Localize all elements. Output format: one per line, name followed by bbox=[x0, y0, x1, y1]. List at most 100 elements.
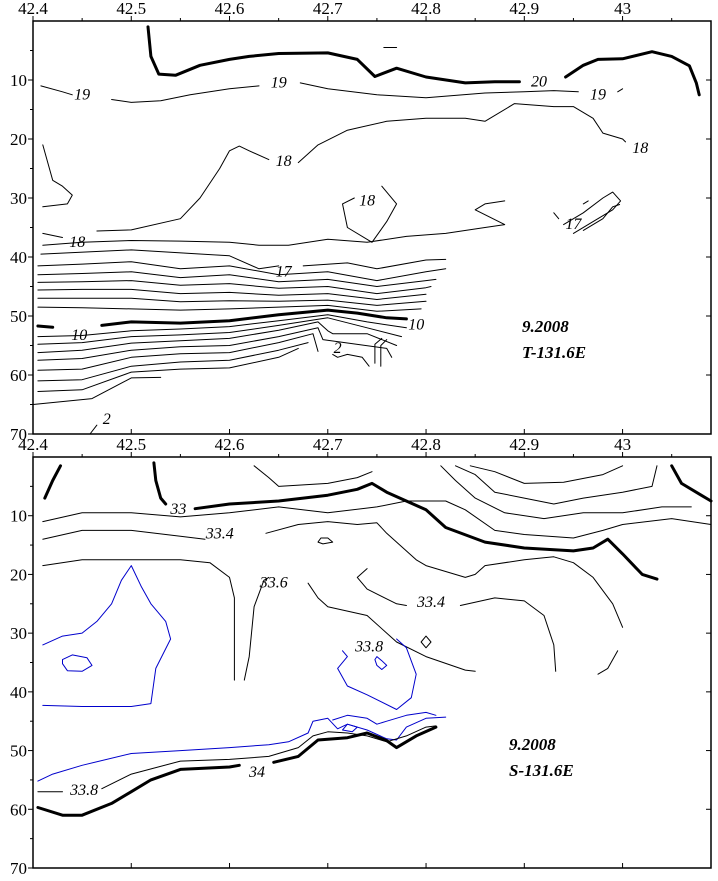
top-contour-17-11 bbox=[42, 200, 506, 246]
top-contour-18-10 bbox=[342, 185, 398, 243]
bottom-y-tick-label-5: 60 bbox=[10, 800, 27, 819]
bottom-x-tick-label-2: 42.6 bbox=[215, 435, 245, 454]
bottom-x-axis: 42.4 42.5 42.6 42.7 42.8 42.9 43 bbox=[18, 435, 673, 868]
top-y-tick-label-5: 60 bbox=[10, 366, 27, 385]
top-contour-17-17 bbox=[302, 258, 447, 270]
bottom-y-tick-label-3: 40 bbox=[10, 683, 27, 702]
bottom-contour-33-0 bbox=[43, 464, 62, 500]
top-contour-11-23 bbox=[37, 304, 422, 312]
bottom-y-tick-label-2: 30 bbox=[10, 624, 27, 643]
bottom-contour-33-6-16 bbox=[307, 582, 476, 672]
bottom-contour-label-1: 33.4 bbox=[205, 525, 234, 542]
top-contour-19-3 bbox=[111, 85, 260, 103]
top-contour-labels: 19 19 20 19 18 18 18 18 17 17 10 10 2 2 bbox=[69, 73, 648, 428]
top-contour-9-26 bbox=[37, 314, 407, 338]
bottom-contour-33-6-15 bbox=[243, 576, 270, 681]
bottom-contour-label-3: 33.4 bbox=[416, 594, 445, 611]
top-contour-20-0 bbox=[146, 25, 521, 85]
bottom-annotation-section: S-131.6E bbox=[509, 761, 574, 780]
bottom-contour-label-0: 33 bbox=[169, 501, 186, 518]
bottom-contour-33-8-25 bbox=[342, 723, 358, 733]
bottom-x-tick-label-6: 43 bbox=[614, 435, 631, 454]
bottom-contour-33-2-5 bbox=[42, 500, 712, 539]
top-x-tick-label-6: 43 bbox=[614, 0, 631, 18]
top-contour-12-22 bbox=[37, 297, 427, 306]
top-contour-3-36 bbox=[374, 337, 383, 364]
top-contour-2-34 bbox=[89, 424, 98, 435]
top-contour-18-9 bbox=[297, 103, 626, 164]
top-contour-label-2: 20 bbox=[531, 73, 547, 90]
bottom-contour-33-6-18 bbox=[597, 650, 619, 675]
top-contour-10-24 bbox=[36, 324, 55, 329]
top-contour-label-3: 19 bbox=[590, 86, 606, 103]
top-contour-label-9: 17 bbox=[276, 263, 293, 280]
bottom-y-tick-label-0: 10 bbox=[10, 507, 27, 526]
top-contour-label-1: 19 bbox=[271, 74, 287, 91]
top-contour-19-2 bbox=[40, 85, 73, 96]
top-contour-20-1 bbox=[564, 50, 701, 97]
bottom-contour-label-6: 33.8 bbox=[69, 782, 98, 799]
bottom-contour-33-2-7 bbox=[455, 465, 658, 505]
top-contour-10-25 bbox=[100, 308, 408, 327]
top-contour-17-12 bbox=[553, 212, 560, 220]
top-y-tick-label-6: 70 bbox=[10, 425, 27, 444]
bottom-contour-33-8-21 bbox=[374, 656, 388, 670]
bottom-contour-33-6-17 bbox=[420, 635, 432, 649]
top-y-tick-label-4: 50 bbox=[10, 307, 27, 326]
bottom-contour-label-2: 33.6 bbox=[259, 575, 288, 592]
top-contour-label-6: 18 bbox=[632, 140, 648, 157]
bottom-contour-33-8-20 bbox=[62, 654, 93, 672]
top-contour-17-15 bbox=[582, 204, 621, 231]
top-x-tick-label-0: 42.4 bbox=[18, 0, 48, 18]
top-contour-14-20 bbox=[37, 280, 432, 295]
top-contour-17-13 bbox=[582, 200, 589, 205]
bottom-contour-33-2-8 bbox=[469, 465, 624, 484]
bottom-contour-label-5: 34 bbox=[248, 764, 265, 781]
top-contour-label-12: 2 bbox=[334, 340, 342, 357]
top-contour-17-14 bbox=[563, 191, 622, 234]
top-contour-label-10: 10 bbox=[71, 327, 87, 344]
bottom-contour-33-1 bbox=[152, 461, 168, 506]
top-annotation-date: 9.2008 bbox=[522, 317, 569, 336]
top-contour-18-7 bbox=[42, 232, 63, 238]
bottom-contour-33-2-6 bbox=[440, 465, 692, 520]
top-contour-15-19 bbox=[37, 271, 437, 287]
bottom-contour-labels: 33 33.4 33.6 33.4 33.8 34 33.8 bbox=[69, 501, 445, 799]
bottom-contour-34-28 bbox=[36, 763, 241, 817]
top-contour-16-18 bbox=[37, 261, 447, 282]
top-contour-label-13: 2 bbox=[103, 411, 111, 428]
bottom-panel: 33 33.4 33.6 33.4 33.8 34 33.8 42.4 42.5 42.6 42.… bbox=[10, 435, 713, 878]
top-contour-label-5: 18 bbox=[359, 192, 375, 209]
top-contour-label-0: 19 bbox=[74, 86, 90, 103]
top-contour-label-7: 18 bbox=[69, 234, 85, 251]
top-y-tick-label-3: 40 bbox=[10, 248, 27, 267]
top-contour-label-8: 17 bbox=[565, 216, 582, 233]
top-contour-19-5 bbox=[617, 88, 624, 93]
bottom-contour-33-8-19 bbox=[42, 565, 172, 707]
bottom-y-tick-label-6: 70 bbox=[10, 859, 27, 878]
bottom-contour-33-4-11 bbox=[356, 568, 407, 606]
bottom-y-tick-label-1: 20 bbox=[10, 565, 27, 584]
bottom-x-tick-label-5: 42.9 bbox=[509, 435, 539, 454]
bottom-contour-33-4-13 bbox=[317, 537, 334, 545]
bottom-y-tick-label-4: 50 bbox=[10, 742, 27, 761]
bottom-contour-label-4: 33.8 bbox=[354, 639, 383, 656]
top-contour-5-30 bbox=[37, 333, 319, 371]
bottom-contour-33-3 bbox=[670, 464, 713, 503]
bottom-x-tick-label-1: 42.5 bbox=[116, 435, 146, 454]
top-x-tick-label-4: 42.8 bbox=[411, 0, 441, 18]
top-contour-18-6 bbox=[42, 144, 73, 208]
bottom-contours bbox=[36, 461, 713, 817]
top-contour-2-33 bbox=[32, 376, 162, 405]
bottom-contour-33-8-27 bbox=[101, 725, 437, 790]
bottom-contour-33-8-22 bbox=[337, 638, 417, 710]
bottom-contour-33-4-10 bbox=[265, 521, 624, 628]
bottom-contour-33-4-12 bbox=[459, 597, 557, 672]
bottom-x-tick-label-0: 42.4 bbox=[18, 435, 48, 454]
bottom-contour-33-8-24 bbox=[332, 711, 437, 725]
bottom-contour-33-2 bbox=[193, 481, 659, 581]
top-contour-2-35 bbox=[332, 353, 370, 367]
top-contour-4-31 bbox=[37, 342, 309, 382]
